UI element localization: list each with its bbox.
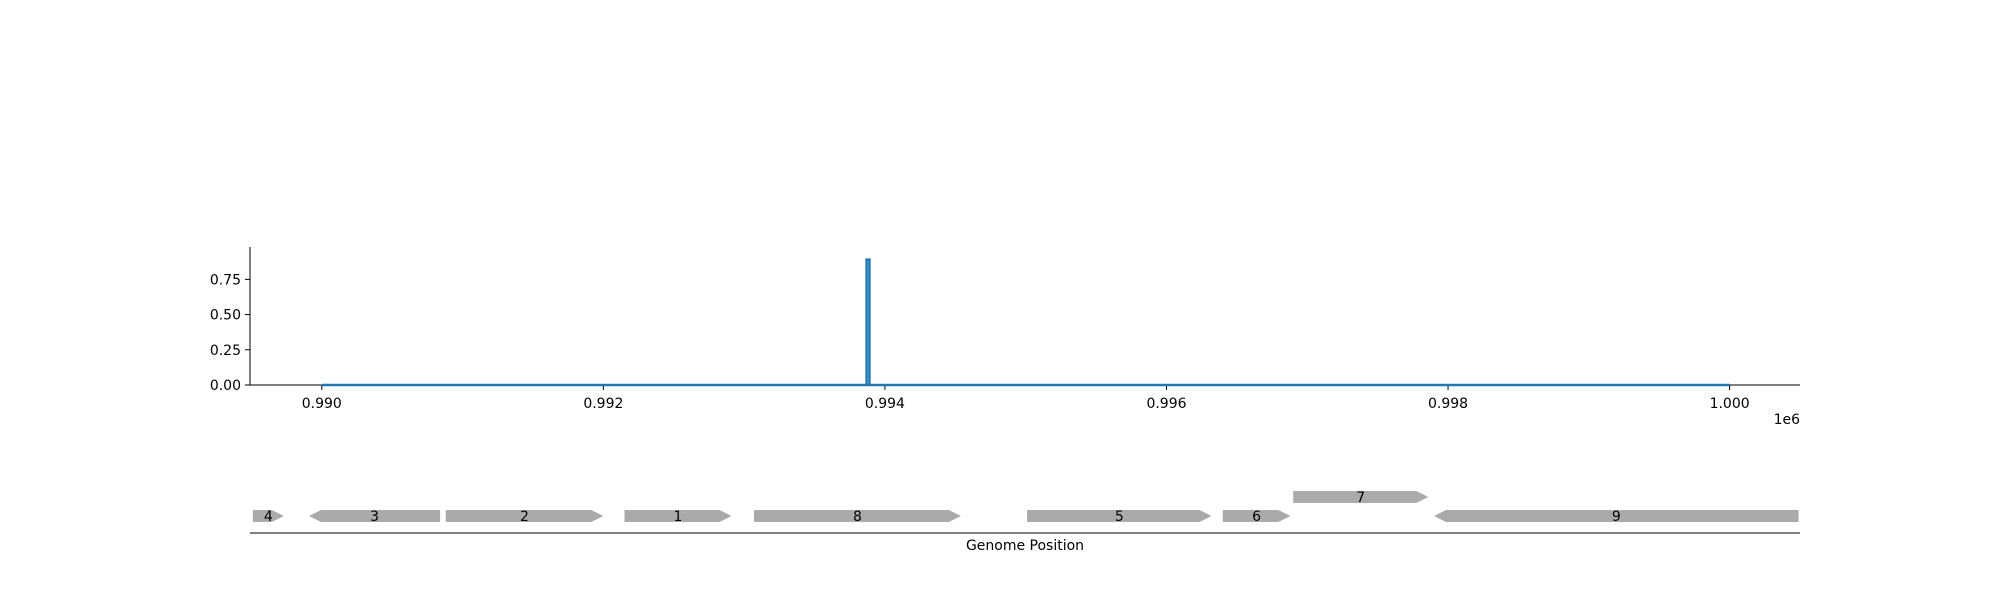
gene-label: 6 xyxy=(1252,509,1261,525)
gene-feature xyxy=(754,510,961,522)
gene-feature xyxy=(1027,510,1212,522)
gene-feature xyxy=(445,510,604,522)
gene-label: 8 xyxy=(853,509,862,525)
gene-feature xyxy=(309,510,441,522)
y-tick-label: 0.50 xyxy=(210,308,241,324)
y-tick-label: 0.25 xyxy=(210,343,241,359)
gene-label: 4 xyxy=(264,509,273,525)
x-tick-label: 0.990 xyxy=(302,396,342,412)
signal-plot: 0.990 0.992 0.994 0.996 0.998 1.000 0.000.250… xyxy=(210,247,1800,428)
y-tick-label: 0.75 xyxy=(210,272,241,288)
x-tick-label: 0.992 xyxy=(583,396,623,412)
gene-feature xyxy=(1222,510,1291,522)
x-tick-label: 0.996 xyxy=(1146,396,1186,412)
gene-label: 2 xyxy=(520,509,529,525)
gene-features: 4 3 2 1 8 5 6 7 9 xyxy=(252,490,1799,525)
x-axis-offset-text: 1e6 xyxy=(1774,412,1801,428)
gene-feature xyxy=(1434,510,1799,522)
signal-series-line xyxy=(321,258,1730,387)
gene-track: 4 3 2 1 8 5 6 7 9 Genome Position xyxy=(250,490,1800,554)
gene-label: 7 xyxy=(1356,490,1365,506)
y-tick-label: 0.00 xyxy=(210,378,241,394)
gene-label: 9 xyxy=(1612,509,1621,525)
gene-label: 1 xyxy=(674,509,683,525)
x-axis-ticks: 0.990 0.992 0.994 0.996 0.998 1.000 xyxy=(302,385,1750,412)
gene-feature xyxy=(1293,491,1429,503)
y-axis-ticks: 0.00 0.25 0.50 0.75 xyxy=(210,272,250,394)
gene-label: 5 xyxy=(1115,509,1124,525)
x-tick-label: 1.000 xyxy=(1710,396,1750,412)
x-tick-label: 0.994 xyxy=(865,396,905,412)
gene-track-x-label: Genome Position xyxy=(966,538,1084,554)
gene-label: 3 xyxy=(370,509,379,525)
x-tick-label: 0.998 xyxy=(1428,396,1468,412)
gene-feature xyxy=(252,510,284,522)
gene-feature xyxy=(624,510,732,522)
